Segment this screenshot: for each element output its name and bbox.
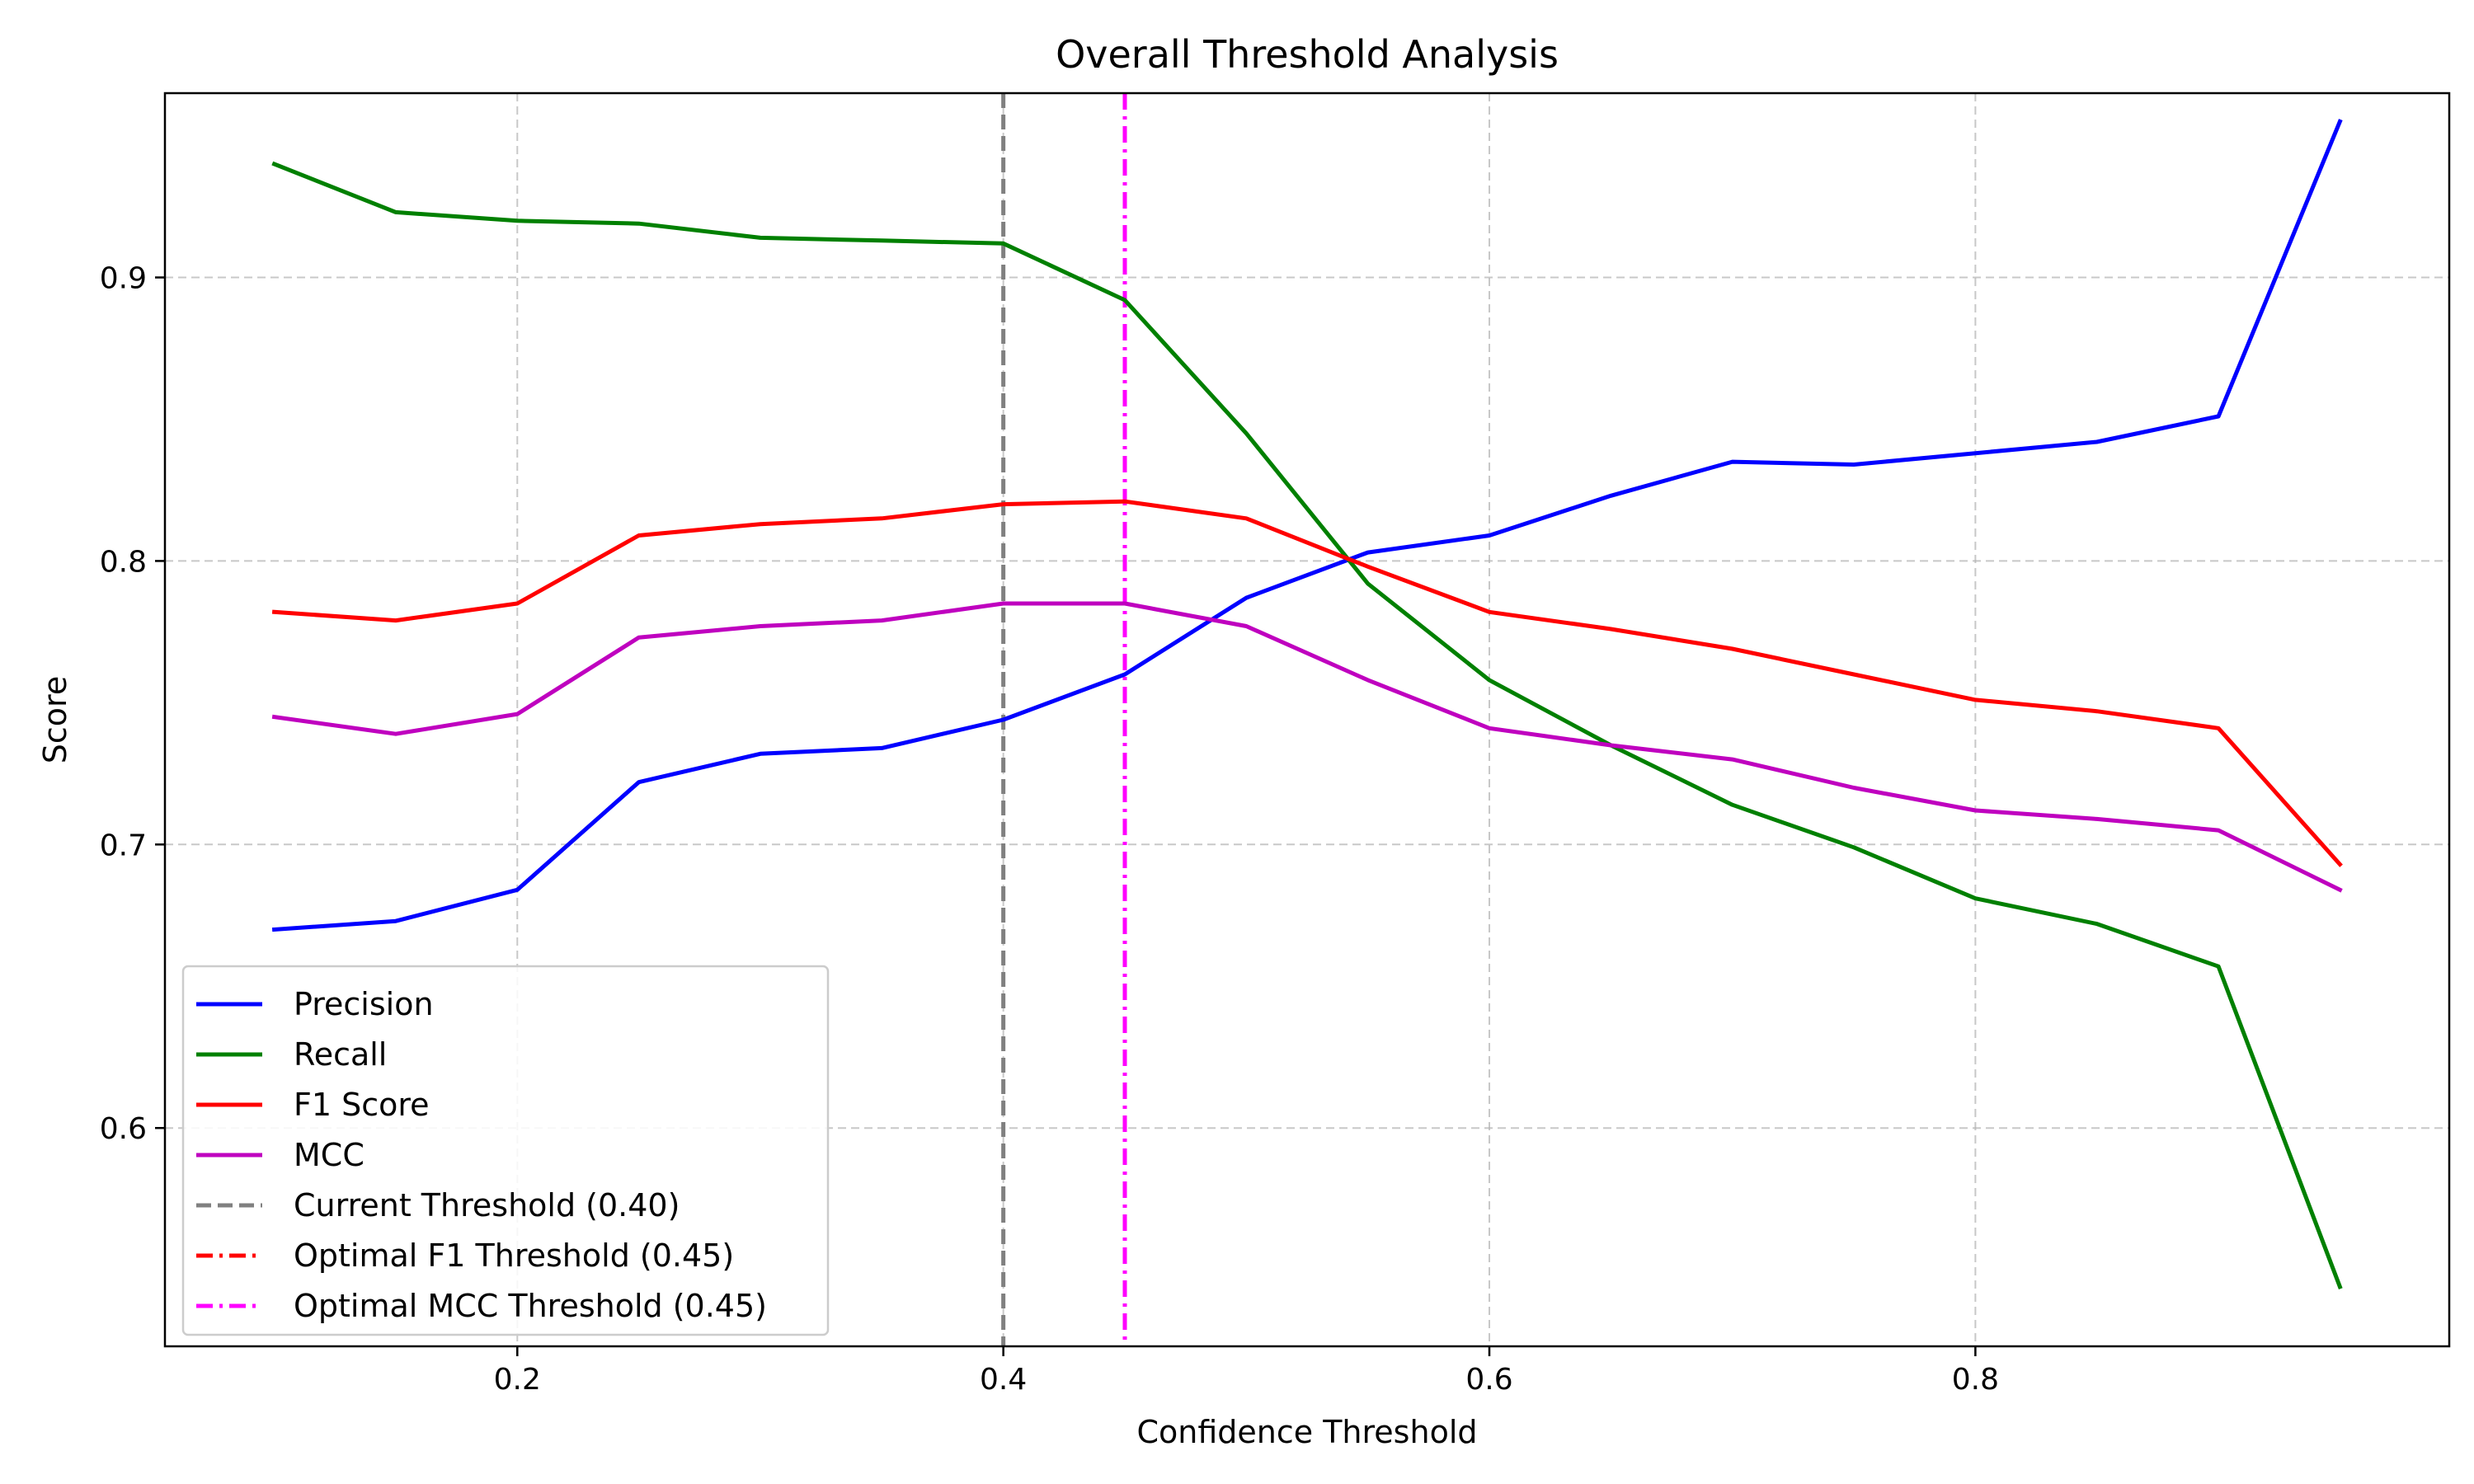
plot-frame (163, 92, 2451, 1348)
series-line-mcc (271, 601, 2343, 893)
y-tick-label: 0.9 (100, 262, 147, 296)
legend-label: Optimal F1 Threshold (0.45) (294, 1237, 734, 1274)
legend-label: F1 Score (294, 1087, 430, 1123)
x-tick-label: 0.4 (980, 1363, 1027, 1397)
y-tick-label: 0.6 (100, 1112, 147, 1146)
x-tick-label: 0.8 (1952, 1363, 1999, 1397)
y-tick-label: 0.8 (100, 545, 147, 579)
x-axis-label: Confidence Threshold (1136, 1414, 1477, 1450)
y-axis-label: Score (37, 676, 73, 763)
legend-label: Optimal MCC Threshold (0.45) (294, 1288, 767, 1324)
series-line-recall (271, 161, 2343, 1290)
series-line-f1-score (271, 499, 2343, 867)
legend-box (181, 965, 830, 1336)
x-tick-label: 0.6 (1465, 1363, 1512, 1397)
y-tick-label: 0.7 (100, 829, 147, 862)
axis-ticks: 0.2 0.4 0.6 0.8 0.6 0.7 0.8 0.9 (100, 262, 1999, 1397)
x-tick-label: 0.2 (494, 1363, 541, 1397)
series-line-precision (271, 119, 2343, 932)
legend-label: Recall (294, 1036, 387, 1073)
legend: Precision Recall F1 Score MCC Current Thresh… (181, 965, 830, 1336)
chart-title: Overall Threshold Analysis (1056, 32, 1559, 77)
legend-label: Precision (294, 986, 434, 1022)
series-lines (271, 119, 2343, 1290)
legend-label: Current Threshold (0.40) (294, 1187, 680, 1223)
legend-label: MCC (294, 1137, 365, 1173)
